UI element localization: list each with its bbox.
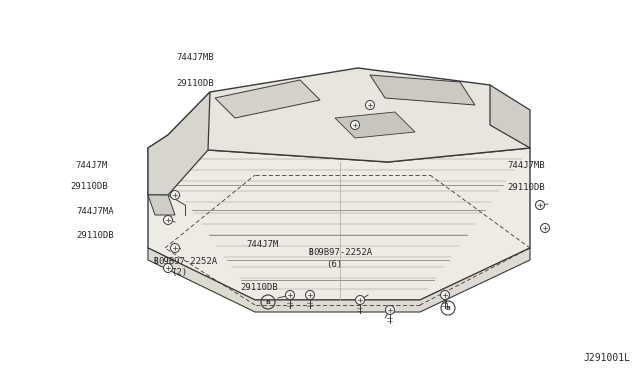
Text: 29110DB: 29110DB [507,183,545,192]
Circle shape [163,215,173,224]
Circle shape [355,295,365,305]
Text: (2): (2) [172,268,188,277]
Text: 09B97-2252A: 09B97-2252A [314,248,372,257]
Text: 744J7MB: 744J7MB [507,161,545,170]
Polygon shape [148,248,530,312]
Text: B: B [266,299,271,305]
Circle shape [305,291,314,299]
Text: (6): (6) [326,260,342,269]
Text: B: B [445,305,451,311]
Text: B: B [154,257,158,266]
Text: 29110DB: 29110DB [70,182,108,191]
Text: 744J7MA: 744J7MA [76,207,114,216]
Circle shape [285,291,294,299]
Polygon shape [168,68,530,162]
Text: 29110DB: 29110DB [177,79,214,88]
Circle shape [170,244,179,253]
Polygon shape [215,80,320,118]
Text: B: B [308,248,313,257]
Text: 09B97-2252A: 09B97-2252A [159,257,218,266]
Circle shape [170,190,179,199]
Circle shape [440,291,449,299]
Circle shape [541,224,550,232]
Polygon shape [148,135,530,300]
Polygon shape [490,85,530,148]
Polygon shape [148,195,175,215]
Polygon shape [148,92,210,195]
Text: 744J7M: 744J7M [76,161,108,170]
Text: 744J7M: 744J7M [246,240,278,249]
Text: 29110DB: 29110DB [76,231,114,240]
Circle shape [385,305,394,314]
Text: J291001L: J291001L [584,353,630,363]
Polygon shape [335,112,415,138]
Circle shape [365,100,374,109]
Circle shape [163,263,173,273]
Polygon shape [370,75,475,105]
Circle shape [536,201,545,209]
Text: 744J7MB: 744J7MB [177,53,214,62]
Circle shape [351,121,360,129]
Text: 29110DB: 29110DB [240,283,278,292]
